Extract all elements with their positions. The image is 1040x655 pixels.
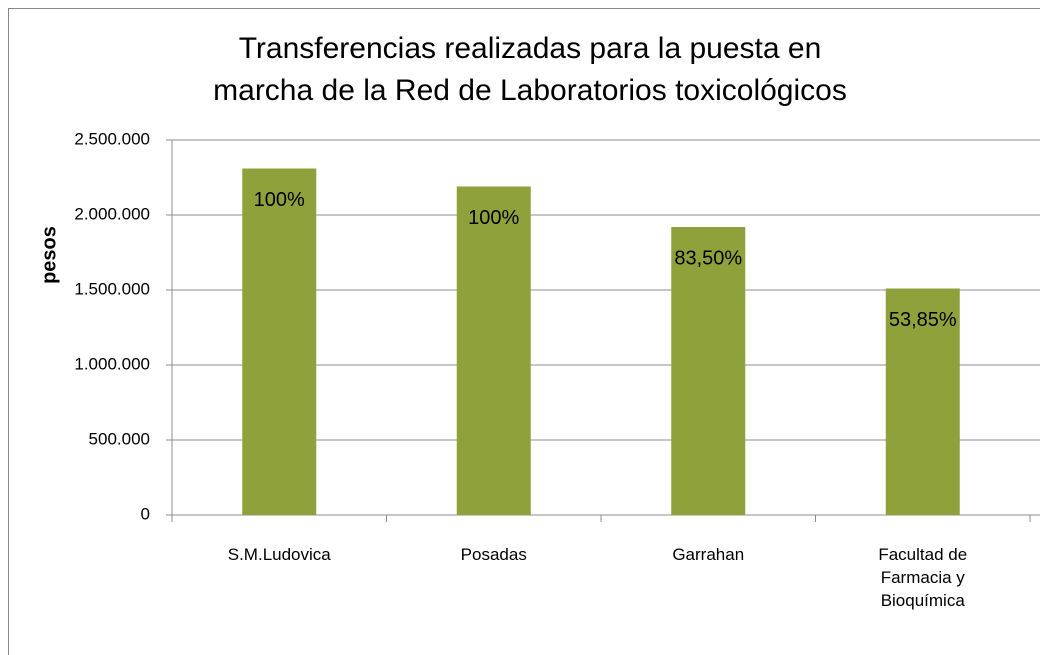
bar — [242, 168, 317, 515]
bar — [671, 227, 746, 515]
data-label: 53,85% — [889, 309, 957, 331]
data-label: 83,50% — [674, 247, 742, 269]
bar — [456, 186, 531, 515]
bar — [885, 288, 960, 515]
x-tick-label: S.M.Ludovica — [227, 545, 331, 564]
y-tick-label: 1.500.000 — [74, 279, 150, 298]
data-label: 100% — [254, 189, 305, 211]
y-tick-label: 1.000.000 — [74, 354, 150, 373]
x-tick-label: Posadas — [460, 545, 527, 564]
x-tick-label: Facultad de Farmacia y Bioquímica — [878, 545, 968, 610]
y-tick-label: 2.500.000 — [74, 129, 150, 148]
chart-title: Transferencias realizadas para la puesta… — [239, 32, 822, 65]
y-tick-label: 2.000.000 — [74, 204, 150, 223]
y-axis-title: pesos — [38, 226, 60, 284]
chart-title: marcha de la Red de Laboratorios toxicol… — [213, 74, 847, 107]
y-tick-label: 0 — [141, 504, 150, 523]
y-tick-label: 500.000 — [89, 429, 150, 448]
data-label: 100% — [468, 207, 519, 229]
x-tick-label: Garrahan — [672, 545, 745, 564]
